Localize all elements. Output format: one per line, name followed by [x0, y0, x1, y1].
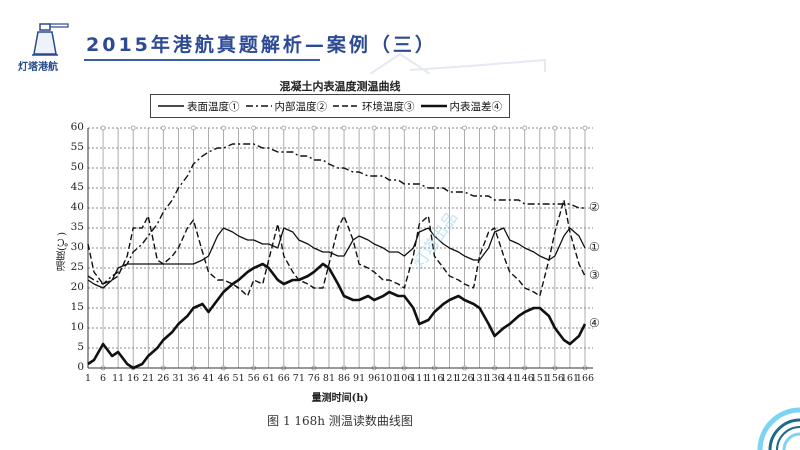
x-tick-label: 141 [500, 373, 519, 384]
series-end-label: ④ [589, 316, 600, 330]
x-tick-label: 46 [217, 373, 230, 384]
series-line-2 [87, 143, 585, 285]
series-end-label: ① [589, 240, 600, 254]
x-tick-label: 101 [380, 373, 399, 384]
x-tick-label: 151 [530, 373, 549, 384]
y-tick-label: 30 [70, 241, 84, 253]
x-tick-label: 156 [545, 373, 564, 384]
roof-decoration-icon [370, 52, 546, 74]
y-tick-label: 50 [70, 161, 84, 173]
x-tick-label: 36 [187, 373, 200, 384]
x-tick-label: 166 [575, 373, 595, 384]
chart-legend: 表面温度① 内部温度② 环境温度③ 内表温差④ [150, 94, 510, 118]
x-tick-label: 161 [560, 373, 580, 384]
x-tick-label: 91 [353, 373, 366, 384]
legend-item-surface: 表面温度① [158, 99, 240, 114]
x-tick-label: 56 [247, 373, 260, 384]
x-tick-label: 61 [262, 373, 275, 384]
x-tick-label: 146 [515, 373, 534, 384]
x-tick-label: 41 [202, 373, 215, 384]
chart-title: 混凝土内表温度测温曲线 [279, 80, 401, 93]
y-tick-label: 0 [77, 361, 84, 373]
x-tick-label: 21 [142, 373, 155, 384]
x-tick-label: 26 [157, 373, 170, 384]
dash-dot-line-icon [245, 105, 272, 107]
title-underline [84, 59, 320, 61]
x-tick-label: 81 [322, 373, 336, 384]
x-tick-label: 16 [127, 373, 140, 384]
y-tick-label: 5 [77, 341, 84, 353]
x-tick-label: 131 [470, 373, 489, 384]
y-tick-label: 35 [70, 221, 84, 233]
legend-label: 环境温度③ [362, 100, 415, 113]
legend-label: 内部温度② [274, 100, 328, 113]
x-tick-label: 71 [292, 373, 305, 384]
x-tick-label: 126 [455, 373, 474, 384]
x-tick-label: 66 [277, 373, 290, 384]
page-title: 2015年港航真题解析—案例（三） [86, 34, 437, 56]
thick-line-icon [420, 104, 447, 108]
legend-label: 表面温度① [187, 100, 240, 113]
logo-text: 灯塔港航 [18, 62, 58, 73]
lighthouse-logo-icon [32, 23, 69, 56]
y-tick-label: 60 [70, 121, 84, 133]
x-axis-label: 量测时间(h) [311, 393, 369, 404]
x-tick-label: 111 [410, 373, 429, 384]
x-tick-label: 136 [485, 373, 504, 384]
x-tick-label: 1 [84, 373, 92, 384]
dashed-line-icon [333, 105, 359, 107]
series-end-label: ② [589, 200, 600, 214]
series-line-3 [87, 199, 586, 297]
legend-item-difference: 内表温差④ [420, 99, 503, 114]
legend-item-ambient: 环境温度③ [333, 99, 415, 114]
x-tick-label: 11 [112, 373, 125, 384]
swirl-decoration-icon [757, 407, 800, 450]
legend-item-internal: 内部温度② [245, 99, 328, 114]
series-line-4 [87, 262, 587, 370]
y-tick-label: 20 [70, 281, 84, 293]
x-tick-label: 121 [440, 373, 459, 384]
series-line-1 [87, 227, 586, 289]
x-tick-label: 51 [232, 373, 245, 384]
series-end-label: ③ [589, 268, 600, 282]
x-tick-label: 31 [172, 373, 185, 384]
x-tick-label: 106 [395, 373, 414, 384]
y-axis-label: 温度(℃) [57, 232, 68, 271]
x-tick-label: 76 [307, 373, 320, 384]
y-tick-label: 15 [70, 301, 84, 313]
legend-label: 内表温差④ [449, 100, 503, 113]
y-tick-label: 10 [70, 321, 84, 333]
solid-line-icon [158, 105, 184, 107]
y-tick-label: 45 [70, 181, 84, 193]
x-tick-label: 116 [425, 373, 444, 384]
figure-caption: 图 1 168h 测温读数曲线图 [267, 414, 413, 428]
x-tick-label: 6 [100, 373, 107, 384]
y-tick-label: 55 [70, 141, 84, 153]
y-tick-label: 40 [70, 201, 84, 213]
x-tick-label: 86 [337, 373, 351, 384]
x-tick-label: 96 [368, 373, 381, 384]
y-tick-label: 25 [70, 261, 84, 273]
